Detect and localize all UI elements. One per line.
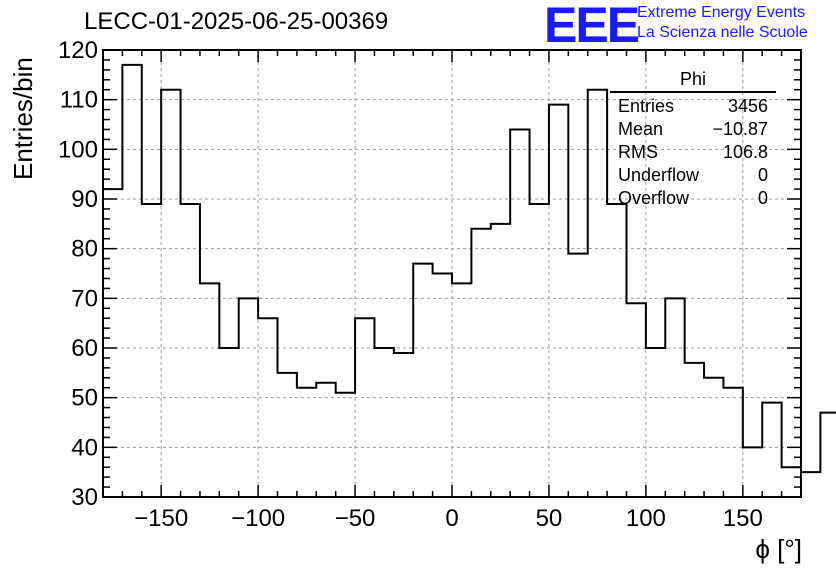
histogram-bin [491,224,510,497]
y-tick-label: 40 [71,434,98,461]
stats-value: 106.8 [722,142,768,162]
histogram-bin [316,383,335,497]
histogram-bin [646,348,665,497]
eee-logo: EEE [544,0,640,53]
stats-row-underflow: Underflow 0 [610,164,776,187]
histogram-bin [471,229,490,497]
histogram-bin [665,298,684,497]
stats-label: Entries [618,96,675,116]
stats-value: 0 [757,188,768,208]
histogram-bin [297,388,316,497]
stats-box: Phi Entries 3456 Mean −10.87 RMS 106.8 Underfl… [610,68,776,210]
logo-caption-line1: Extreme Energy Events [637,4,806,21]
histogram-bin [200,283,219,497]
y-tick-label: 50 [71,385,98,412]
histogram-bin [181,204,200,497]
stats-row-rms: RMS 106.8 [610,141,776,164]
histogram-bin [122,65,141,497]
stats-row-entries: Entries 3456 [610,95,776,118]
stats-row-overflow: Overflow 0 [610,187,776,210]
histogram-bin [627,303,646,497]
y-tick-label: 80 [71,236,98,263]
histogram-series [103,63,836,474]
histogram-bin [782,467,801,497]
histogram-bin [820,413,836,497]
histogram-bin [723,388,742,497]
histogram-bin [607,204,626,497]
histogram-bin [510,129,529,497]
stats-header: Phi [610,68,776,93]
histogram-bin [685,363,704,497]
x-axis-label: ϕ [°] [755,534,802,564]
y-tick-label: 120 [58,37,98,64]
histogram-bin [161,90,180,497]
stats-row-mean: Mean −10.87 [610,118,776,141]
y-tick-label: 60 [71,335,98,362]
histogram-bin [413,264,432,497]
stats-label: Overflow [618,188,690,208]
histogram-bin [588,90,607,497]
y-tick-label: 90 [71,186,98,213]
y-axis-label: Entries/bin [8,57,38,180]
histogram-bin [258,318,277,497]
stats-value: 3456 [727,96,768,116]
stats-label: Mean [618,119,664,139]
histogram-bin [433,274,452,498]
stats-label: RMS [618,142,658,162]
histogram-bin [374,348,393,497]
histogram-bin [336,393,355,497]
histogram-bin [142,204,161,497]
histogram-bin [278,373,297,497]
x-tick-label: −100 [231,505,285,532]
histogram-bin [549,105,568,497]
stats-value: −10.87 [712,119,768,139]
x-tick-label: 0 [445,505,458,532]
x-tick-label: −50 [335,505,376,532]
histogram-bin [743,447,762,497]
histogram-bin [219,348,238,497]
histogram-bin [394,353,413,497]
logo-caption-line2: La Scienza nelle Scuole [637,24,808,41]
y-tick-label: 110 [60,87,98,114]
stats-label: Underflow [618,165,700,185]
x-tick-label: 100 [626,505,666,532]
stats-value: 0 [757,165,768,185]
histogram-bin [239,298,258,497]
histogram-bin [704,378,723,497]
histogram-bin [530,204,549,497]
histogram-bin [762,403,781,497]
histogram-bin [103,189,122,497]
y-tick-label: 70 [71,285,98,312]
histogram-bin [568,254,587,497]
histogram-bin [452,283,471,497]
x-tick-label: −150 [134,505,188,532]
x-tick-label: 50 [536,505,563,532]
y-axis-label-wrap: Entries/bin [8,57,38,320]
y-tick-label: 30 [71,484,98,511]
histogram-bin [355,318,374,497]
histogram-bin [801,472,820,497]
logo-caption: Extreme Energy Events La Scienza nelle S… [637,3,808,43]
chart-title: LECC-01-2025-06-25-00369 [84,8,389,35]
y-tick-label: 100 [58,136,98,163]
x-tick-label: 150 [723,505,763,532]
